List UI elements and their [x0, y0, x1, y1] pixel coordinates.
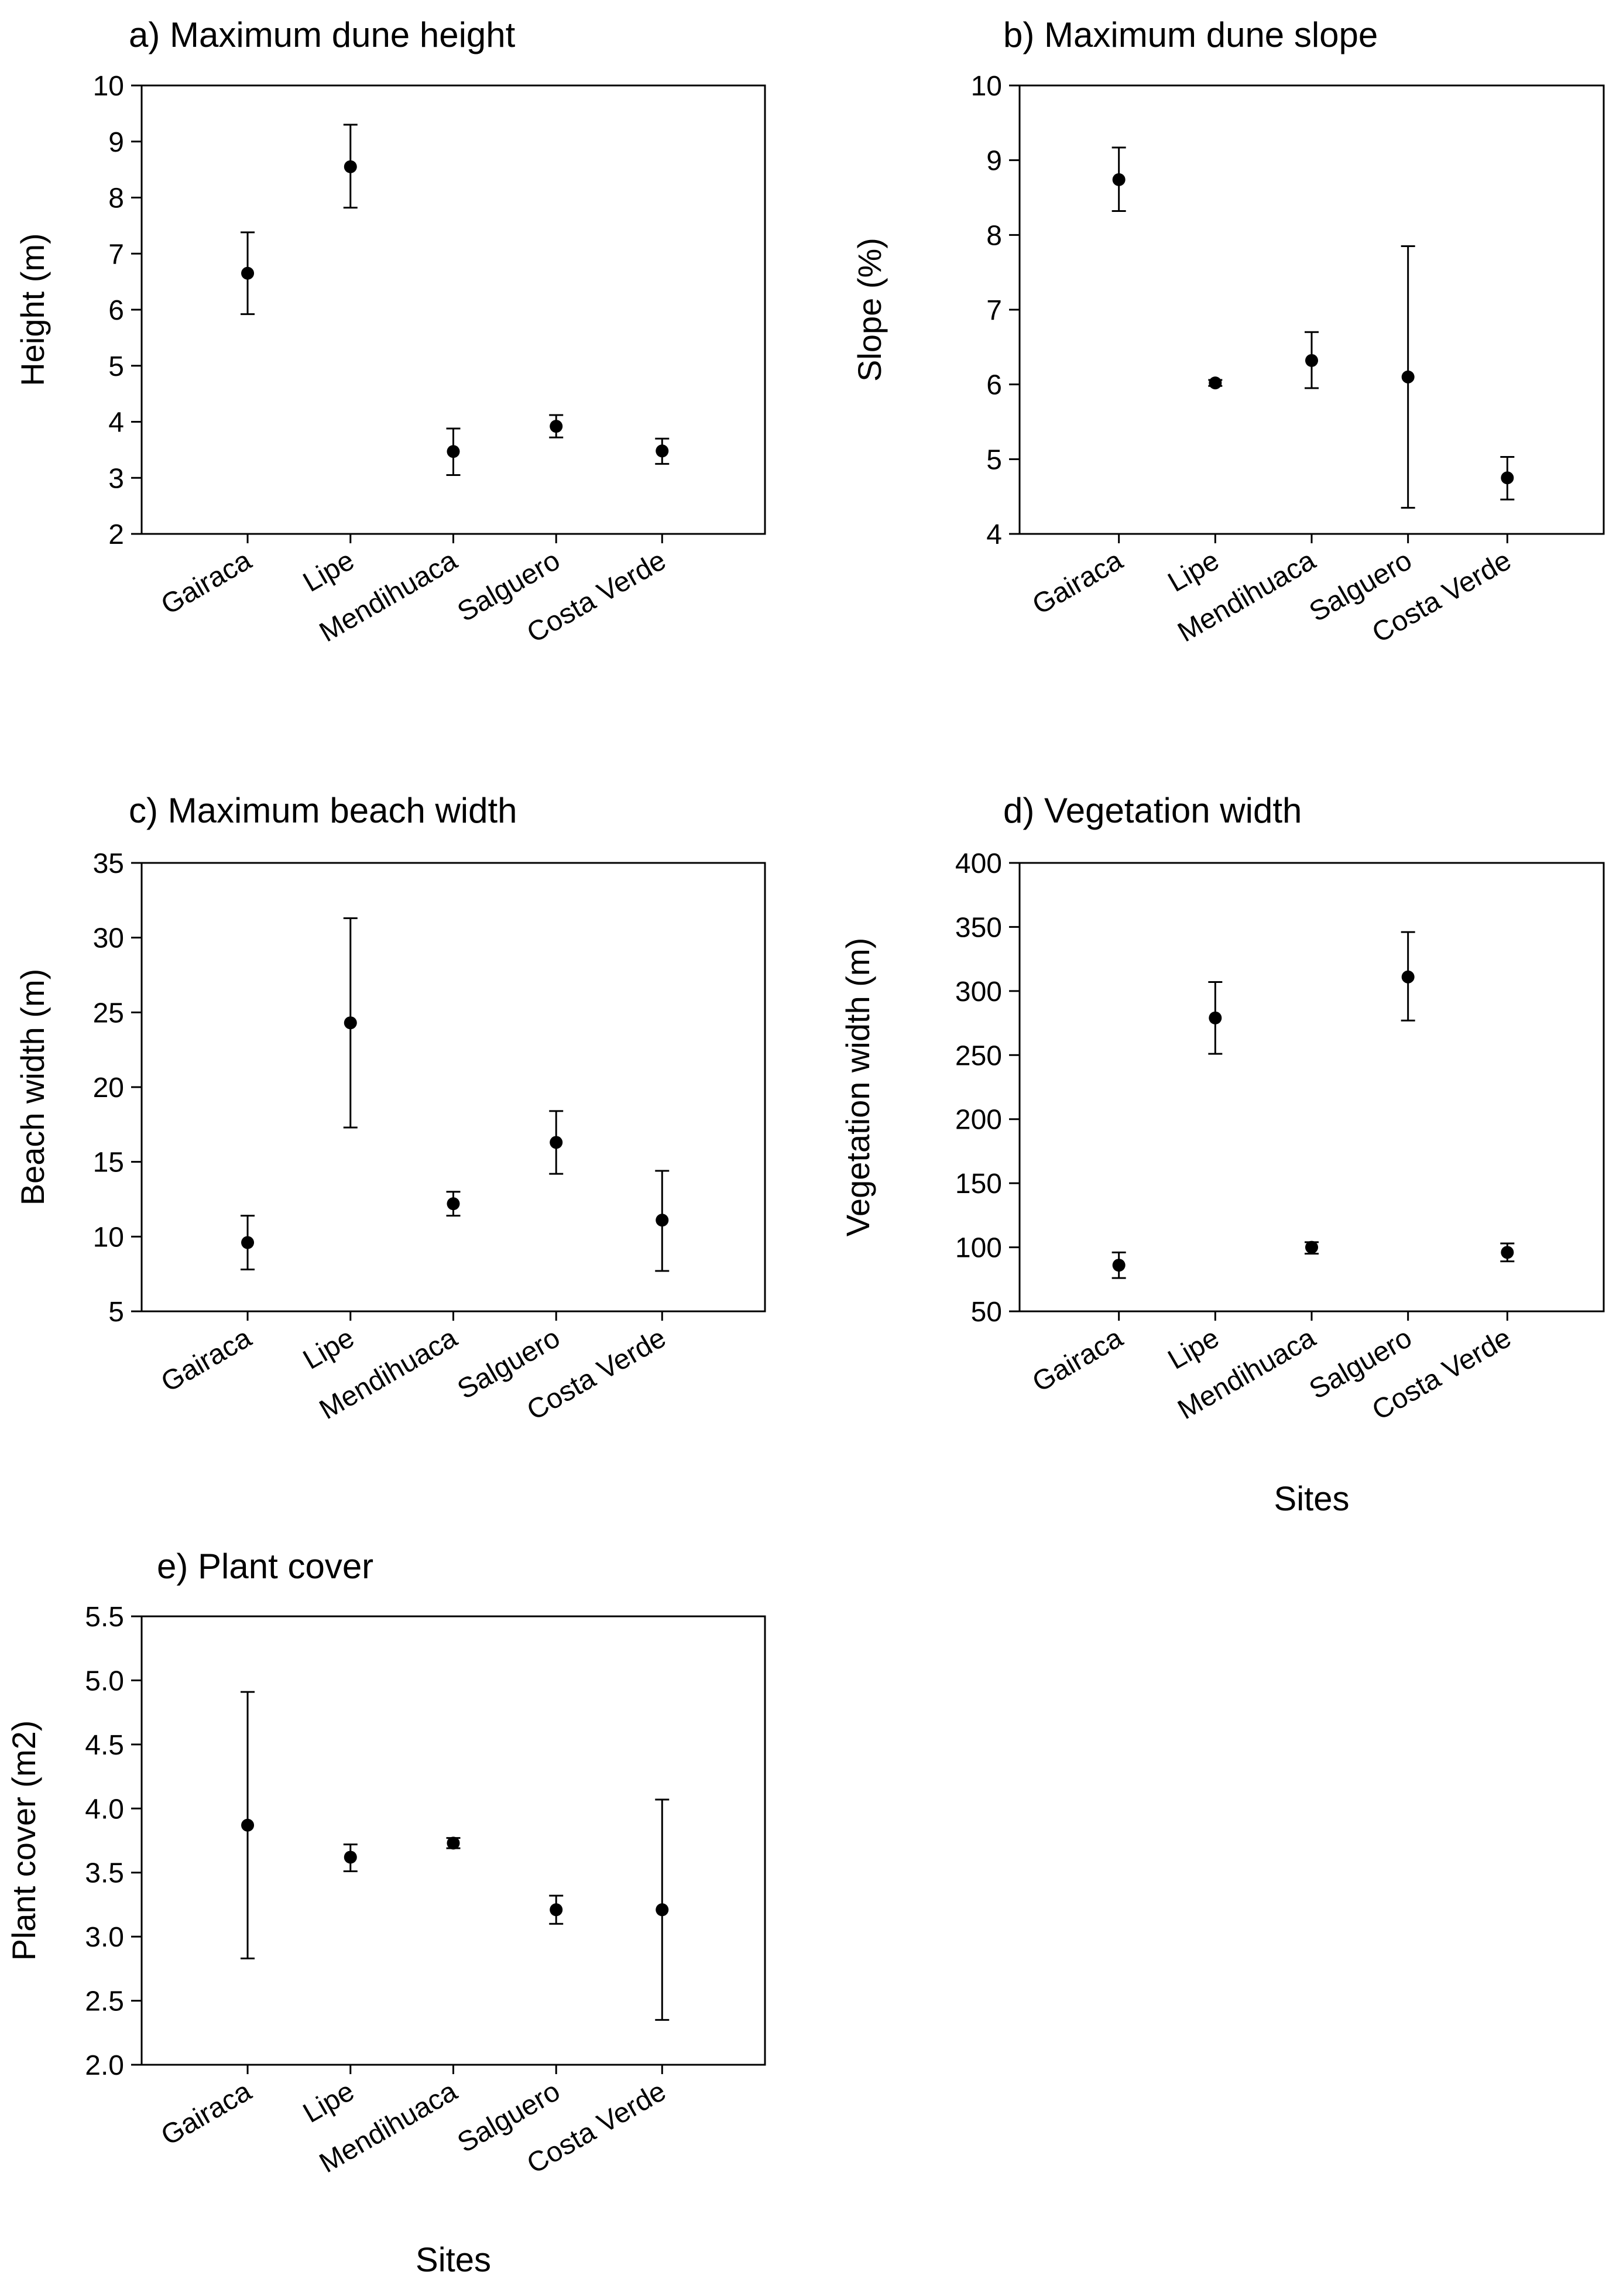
y-tick-label: 250 — [955, 1040, 1002, 1071]
panel-title: a) Maximum dune height — [129, 15, 516, 54]
y-tick-label: 2.5 — [85, 1986, 124, 2017]
mean-point — [1305, 1240, 1318, 1254]
y-tick-label: 15 — [93, 1147, 124, 1178]
y-axis-label: Vegetation width (m) — [839, 938, 876, 1236]
mean-point — [1209, 376, 1222, 390]
mean-point — [241, 1236, 255, 1249]
y-tick-label: 2.0 — [85, 2050, 124, 2081]
y-tick-label: 25 — [93, 998, 124, 1029]
mean-point — [550, 420, 563, 433]
x-category-label: Gairaca — [1027, 544, 1128, 621]
panel-title: c) Maximum beach width — [129, 791, 517, 830]
y-tick-label: 7 — [986, 295, 1002, 326]
mean-point — [344, 160, 357, 173]
y-tick-label: 3 — [108, 463, 124, 494]
y-tick-label: 2 — [108, 519, 124, 550]
panel-c-maximum-beach-width: c) Maximum beach width 5 10 15 20 25 30 35 Beach… — [14, 791, 766, 1427]
x-axis-label: Sites — [416, 2241, 491, 2279]
y-tick-label: 6 — [986, 370, 1002, 401]
y-tick-label: 30 — [93, 923, 124, 954]
y-tick-label: 5.0 — [85, 1666, 124, 1697]
mean-point — [656, 1214, 669, 1227]
mean-point — [447, 1197, 460, 1211]
panel-b-maximum-dune-slope: b) Maximum dune slope 4 5 6 7 8 9 10 Slope (%) Ga… — [851, 15, 1605, 649]
x-category-label: Lipe — [298, 2076, 359, 2129]
y-axis-label: Slope (%) — [851, 238, 888, 382]
mean-point — [344, 1016, 357, 1030]
y-tick-label: 300 — [955, 976, 1002, 1008]
y-tick-label: 4 — [986, 519, 1002, 550]
y-tick-label: 200 — [955, 1105, 1002, 1136]
y-tick-label: 9 — [986, 146, 1002, 177]
mean-point — [1209, 1011, 1222, 1024]
x-category-label: Lipe — [1163, 545, 1224, 598]
y-tick-label: 8 — [108, 183, 124, 214]
panel-e-plant-cover: e) Plant cover 2.0 2.5 3.0 3.5 4.0 4.5 5.0 5.5 Pl… — [5, 1547, 766, 2279]
mean-point — [447, 445, 460, 458]
mean-point — [447, 1836, 460, 1850]
x-category-label: Gairaca — [156, 1322, 256, 1398]
y-tick-label: 5 — [108, 351, 124, 382]
y-tick-label: 7 — [108, 239, 124, 270]
y-tick-label: 3.0 — [85, 1922, 124, 1953]
y-tick-label: 9 — [108, 127, 124, 158]
y-tick-label: 3.5 — [85, 1858, 124, 1889]
y-tick-label: 100 — [955, 1233, 1002, 1264]
y-tick-label: 150 — [955, 1168, 1002, 1200]
y-tick-label: 50 — [971, 1297, 1002, 1328]
y-tick-label: 10 — [93, 1222, 124, 1253]
y-tick-label: 35 — [93, 848, 124, 879]
y-tick-label: 4.0 — [85, 1794, 124, 1825]
panel-title: d) Vegetation width — [1003, 791, 1302, 830]
y-axis-label: Plant cover (m2) — [5, 1721, 42, 1961]
panel-title: b) Maximum dune slope — [1003, 15, 1378, 54]
x-category-label: Gairaca — [156, 2075, 256, 2151]
x-category-label: Gairaca — [1027, 1322, 1128, 1398]
y-tick-label: 400 — [955, 848, 1002, 879]
mean-point — [656, 444, 669, 458]
mean-point — [1401, 970, 1415, 983]
x-category-label: Lipe — [298, 1322, 359, 1376]
mean-point — [550, 1136, 563, 1149]
x-category-label: Lipe — [298, 545, 359, 598]
y-axis-label: Height (m) — [14, 233, 51, 386]
mean-point — [1501, 471, 1514, 485]
y-axis-label: Beach width (m) — [14, 969, 51, 1206]
y-tick-label: 8 — [986, 220, 1002, 251]
y-tick-label: 4 — [108, 407, 124, 438]
panel-a-maximum-dune-height: a) Maximum dune height 2 3 4 5 6 7 8 9 10 Height (… — [14, 15, 766, 649]
mean-point — [1112, 173, 1126, 186]
mean-point — [1112, 1259, 1126, 1272]
mean-point — [241, 266, 255, 280]
y-tick-label: 4.5 — [85, 1730, 124, 1761]
mean-point — [1501, 1246, 1514, 1259]
y-tick-label: 10 — [93, 71, 124, 102]
mean-point — [550, 1903, 563, 1917]
plot-frame — [1018, 84, 1605, 535]
mean-point — [1401, 370, 1415, 383]
plot-frame — [140, 862, 766, 1313]
panel-title: e) Plant cover — [157, 1547, 373, 1586]
y-tick-label: 5 — [986, 444, 1002, 475]
panel-d-vegetation-width: d) Vegetation width 50 100 150 200 250 300 350 4… — [839, 791, 1605, 1518]
mean-point — [1305, 354, 1318, 367]
y-tick-label: 5 — [108, 1297, 124, 1328]
x-category-label: Gairaca — [156, 544, 256, 621]
mean-point — [344, 1850, 357, 1864]
y-tick-label: 10 — [971, 71, 1002, 102]
y-tick-label: 5.5 — [85, 1602, 124, 1633]
y-tick-label: 350 — [955, 912, 1002, 943]
x-category-label: Lipe — [1163, 1322, 1224, 1376]
y-tick-label: 6 — [108, 295, 124, 326]
mean-point — [241, 1818, 255, 1832]
x-axis-label: Sites — [1274, 1480, 1350, 1518]
y-tick-label: 20 — [93, 1072, 124, 1104]
mean-point — [656, 1903, 669, 1917]
